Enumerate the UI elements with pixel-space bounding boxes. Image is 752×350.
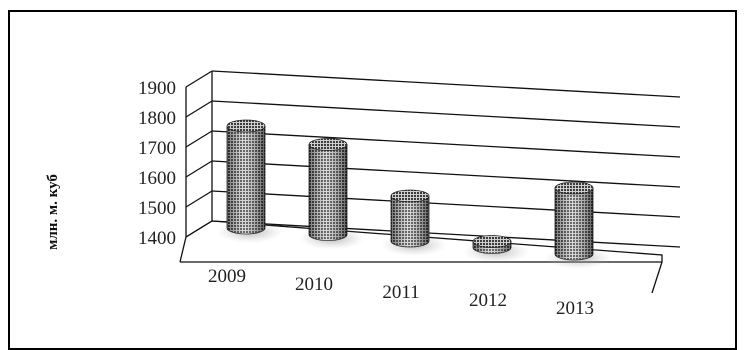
bar-2013 [545,181,611,269]
bar-top [390,189,430,203]
side-gridline [185,190,213,208]
y-tick-label: 1800 [138,108,176,129]
gridline [211,160,681,188]
gridlines [185,70,681,248]
bar-shading [227,126,265,234]
x-tick-label: 2010 [295,274,333,295]
side-gridline [185,100,213,118]
gridline [211,220,681,248]
bar-shading [309,144,347,241]
bar-shading [391,196,429,247]
x-tick-label: 2013 [556,298,594,319]
y-tick-label: 1400 [138,228,176,249]
y-tick-label: 1500 [138,198,176,219]
x-tick-labels: 2009 2010 2011 2012 2013 [208,266,594,319]
y-tick-label: 1700 [138,138,176,159]
bars [217,119,611,269]
bar-top [308,138,348,151]
bar-2011 [381,189,447,256]
y-axis-label: млн. м. куб [45,174,61,250]
bar-2012 [463,235,529,263]
bar-chart: 1400 1500 1600 1700 1800 1900 2009 2010 2011 201… [45,70,681,319]
bar-2010 [299,138,365,250]
floor [185,220,663,294]
chart-frame [8,10,737,350]
gridline [211,190,681,218]
side-gridline [185,70,213,88]
bar-shading [555,188,593,260]
bar-top [472,235,512,248]
bar-2009 [217,119,283,243]
gridline [211,130,681,158]
side-gridline [185,160,213,178]
bar-top [226,119,266,133]
x-tick-label: 2009 [208,266,246,287]
x-tick-label: 2012 [469,290,507,311]
gridline [211,100,681,128]
y-tick-label: 1600 [138,168,176,189]
floor-front-left [179,236,187,263]
y-tick-labels: 1400 1500 1600 1700 1800 1900 [138,78,176,249]
gridline [211,70,681,98]
y-tick-label: 1900 [138,78,176,99]
x-tick-label: 2011 [382,282,419,303]
bar-top [554,181,594,195]
side-gridline [185,130,213,148]
